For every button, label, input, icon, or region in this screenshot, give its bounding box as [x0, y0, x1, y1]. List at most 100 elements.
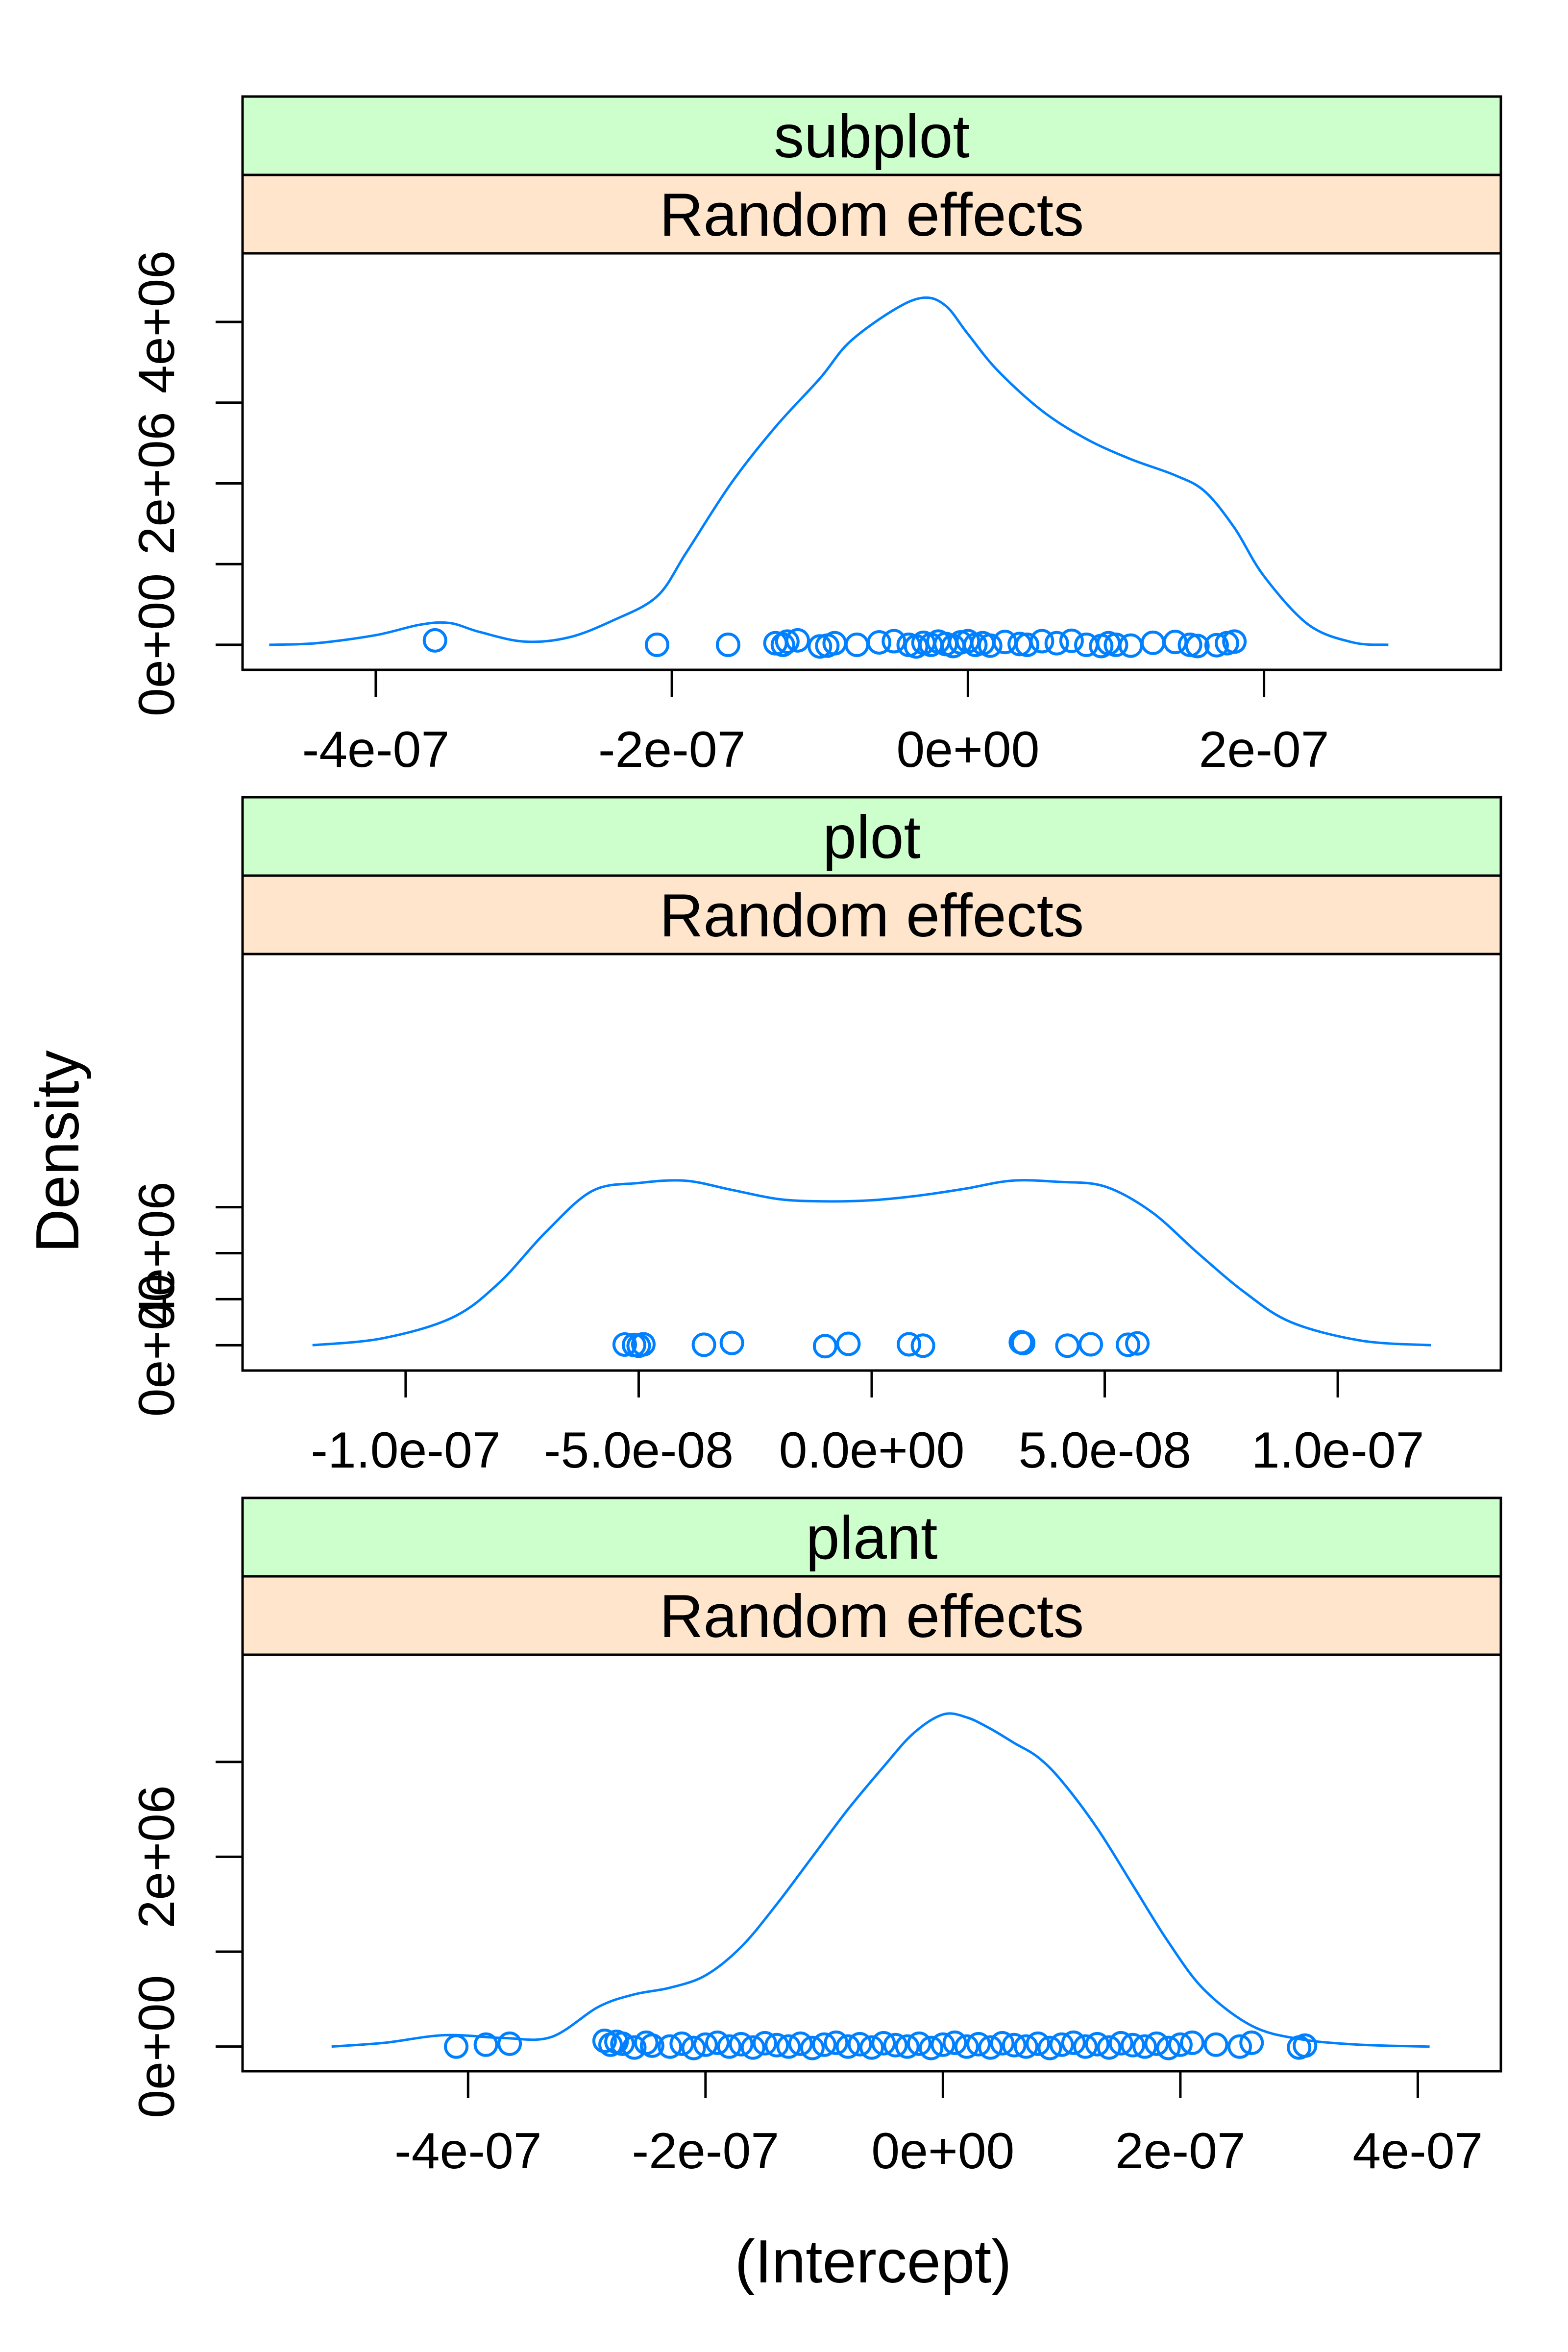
density-curve	[331, 1712, 1430, 2048]
x-tick-label: -2e-07	[598, 721, 746, 778]
rug-point	[1204, 633, 1229, 658]
rug-point	[1120, 2033, 1145, 2058]
rug-point	[1144, 2031, 1169, 2056]
rug-point	[812, 1334, 837, 1359]
rug-point	[808, 634, 833, 659]
strip-bottom-label: Random effects	[660, 882, 1084, 950]
rug-point	[729, 2032, 754, 2057]
rug-point	[681, 2035, 706, 2060]
rug-point	[835, 2034, 860, 2059]
rug-point	[1029, 629, 1054, 654]
rug-point	[847, 2032, 872, 2057]
rug-point	[1011, 1331, 1036, 1356]
y-tick-label: 0e+00	[128, 1274, 185, 1417]
rug-point	[978, 2035, 1003, 2060]
rug-point	[1222, 629, 1247, 654]
rug-point	[931, 2032, 956, 2057]
x-tick-label: 0e+00	[896, 721, 1039, 778]
strip-top-label: subplot	[774, 103, 970, 171]
plot-frame	[241, 1653, 1502, 2073]
strip-bottom	[241, 874, 1502, 956]
x-tick-label: 4e-07	[1352, 2123, 1483, 2180]
rug-point	[1125, 1331, 1150, 1356]
x-tick-label: 2e-07	[1115, 2123, 1246, 2180]
rug-point	[785, 628, 810, 653]
rug-point	[1044, 631, 1069, 656]
rug-point	[776, 2034, 801, 2059]
rug-point	[910, 1333, 935, 1358]
plot-frame	[241, 252, 1502, 671]
rug-point	[1293, 2033, 1318, 2058]
x-tick-label: -2e-07	[632, 2123, 780, 2180]
strip-top	[241, 796, 1502, 877]
rug-point	[740, 2035, 765, 2060]
x-tick-label: 0e+00	[871, 2123, 1014, 2180]
panel-plant: plant Random effects -4e-07 -2e-07 0e+00 2e-0…	[128, 1496, 1502, 2180]
y-tick-label: 4e+06	[128, 250, 185, 393]
panel-subplot: subplot Random effects -4e-07 -2e-07 0e+00 2e…	[128, 95, 1502, 778]
rug-point	[639, 2033, 664, 2058]
rug-point	[631, 1332, 656, 1357]
rug-point	[592, 2029, 617, 2054]
rug-point	[871, 2031, 896, 2056]
rug-point	[473, 2032, 498, 2057]
rug-point	[612, 1332, 637, 1357]
rug-point	[1049, 2032, 1074, 2057]
rug-point	[497, 2031, 522, 2056]
rug-point	[1097, 2035, 1122, 2060]
panels: subplot Random effects -4e-07 -2e-07 0e+00 2e…	[128, 95, 1502, 2180]
rug-point	[644, 632, 669, 657]
rug-point	[788, 2031, 813, 2056]
rug-point	[422, 628, 447, 653]
rug-point	[1002, 2033, 1027, 2058]
rug-point	[954, 2034, 979, 2059]
rug-point	[1055, 1333, 1080, 1358]
rug-point	[812, 2032, 837, 2057]
rug-point	[1013, 2034, 1038, 2059]
x-tick-label: -1.0e-07	[311, 1422, 500, 1479]
rug-point	[942, 2030, 967, 2055]
x-tick-label: 0.0e+00	[779, 1422, 965, 1479]
strip-bottom	[241, 1575, 1502, 1656]
rug-point	[775, 629, 800, 654]
x-tick-label: 1.0e-07	[1251, 1422, 1424, 1479]
rug-point	[1037, 2035, 1062, 2060]
strip-bottom-label: Random effects	[660, 1583, 1084, 1650]
rug-point	[1168, 2032, 1193, 2057]
rug-point	[1061, 2030, 1086, 2055]
rug-point	[1116, 1332, 1141, 1357]
rug-point	[836, 1331, 861, 1356]
rug-point	[715, 632, 740, 657]
x-tick-label: -4e-07	[394, 2123, 542, 2180]
rug-point	[1180, 2030, 1205, 2055]
y-tick-label: 0e+00	[128, 1975, 185, 2118]
panel-plot: plot Random effects -1.0e-07 -5.0e-08 0.0e+0…	[128, 796, 1502, 1479]
rug-point	[919, 2035, 944, 2060]
rug-point	[1078, 1332, 1103, 1357]
rug-point	[1073, 2034, 1098, 2059]
rug-point	[883, 2033, 908, 2058]
x-tick-label: -5.0e-08	[544, 1422, 734, 1479]
x-tick-label: -4e-07	[302, 721, 450, 778]
rug-point	[764, 2033, 789, 2058]
strip-top-label: plant	[806, 1504, 938, 1572]
y-axis-title: Density	[24, 1050, 92, 1252]
rug-point	[1132, 2034, 1157, 2059]
strip-top	[241, 95, 1502, 176]
rug-point	[859, 2035, 884, 2060]
density-curve	[312, 1179, 1431, 1347]
rug-point	[1015, 632, 1040, 657]
rug-point	[966, 2032, 991, 2057]
rug-point	[610, 2031, 635, 2056]
rug-point	[1227, 2034, 1252, 2059]
rug-point	[978, 633, 1003, 658]
rug-point	[705, 2030, 730, 2055]
y-tick-label: 2e+06	[128, 412, 185, 555]
x-tick-label: 5.0e-08	[1018, 1422, 1191, 1479]
y-tick-label: 0e+00	[128, 573, 185, 716]
rug-point	[800, 2035, 825, 2060]
rug-point	[1103, 632, 1128, 657]
rug-point	[658, 2034, 683, 2059]
rug-point	[1239, 2030, 1264, 2055]
rug-point	[770, 632, 795, 657]
